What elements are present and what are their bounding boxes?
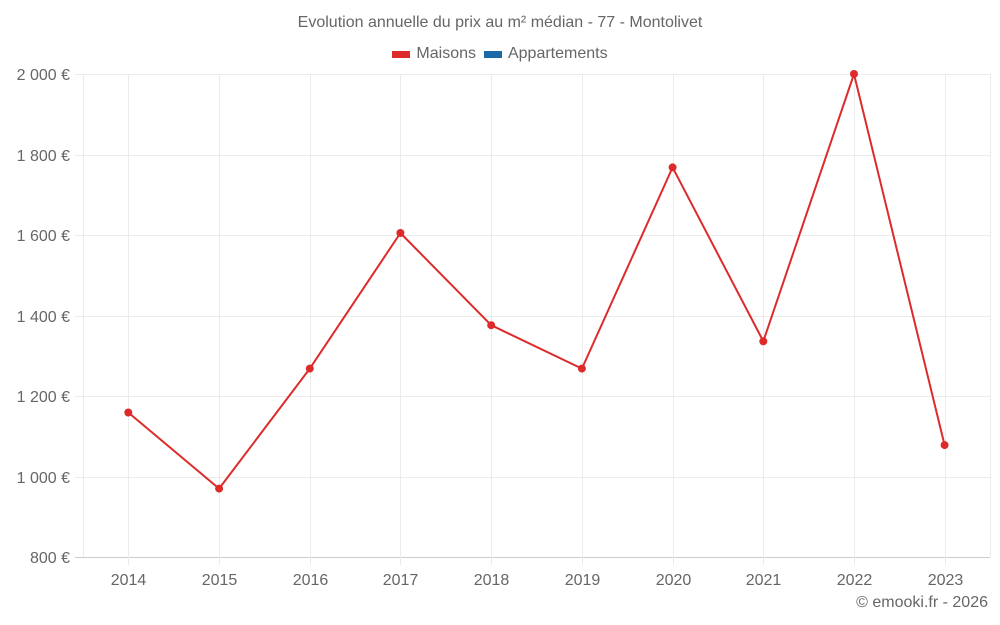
data-point[interactable] <box>124 408 133 417</box>
x-tick-label: 2020 <box>656 572 692 589</box>
x-tick-label: 2014 <box>111 572 147 589</box>
y-tick-label: 1 800 € <box>17 148 70 165</box>
data-point[interactable] <box>668 163 677 172</box>
x-tick-label: 2019 <box>565 572 601 589</box>
y-tick-label: 2 000 € <box>17 67 70 84</box>
x-tick-label: 2022 <box>837 572 873 589</box>
series-maisons <box>124 70 949 493</box>
legend-item-maisons[interactable]: Maisons <box>392 45 476 63</box>
data-point[interactable] <box>850 70 858 78</box>
x-tick-label: 2016 <box>293 572 329 589</box>
legend-item-appartements[interactable]: Appartements <box>483 45 608 63</box>
y-tick-label: 800 € <box>30 550 70 567</box>
chart-legend: Maisons Appartements <box>0 45 1000 63</box>
gridlines <box>75 74 991 565</box>
copyright-credit: © emooki.fr - 2026 <box>856 594 988 611</box>
x-tick-label: 2015 <box>202 572 238 589</box>
data-point[interactable] <box>940 441 949 450</box>
x-tick-label: 2018 <box>474 572 510 589</box>
chart-title: Evolution annuelle du prix au m² médian … <box>297 14 703 31</box>
y-tick-label: 1 000 € <box>17 470 70 487</box>
y-tick-label: 1 200 € <box>17 389 70 406</box>
x-axis: 2014 2015 2016 2017 2018 2019 2020 2021 2022 2023 <box>111 572 964 589</box>
legend-swatch-appartements-icon <box>483 50 502 58</box>
x-tick-label: 2021 <box>746 572 782 589</box>
data-point[interactable] <box>215 484 224 493</box>
x-tick-label: 2023 <box>928 572 964 589</box>
x-tick-label: 2017 <box>383 572 419 589</box>
y-tick-label: 1 600 € <box>17 228 70 245</box>
y-tick-label: 1 400 € <box>17 309 70 326</box>
data-point[interactable] <box>305 364 314 373</box>
data-point[interactable] <box>396 229 405 237</box>
y-axis: 800 € 1 000 € 1 200 € 1 400 € 1 600 € 1 800 €… <box>17 67 70 567</box>
data-point[interactable] <box>759 337 768 346</box>
data-point[interactable] <box>487 321 496 330</box>
legend-label-appartements: Appartements <box>507 45 608 62</box>
data-point[interactable] <box>577 364 586 373</box>
legend-label-maisons: Maisons <box>416 45 476 62</box>
legend-swatch-maisons-icon <box>392 50 411 58</box>
